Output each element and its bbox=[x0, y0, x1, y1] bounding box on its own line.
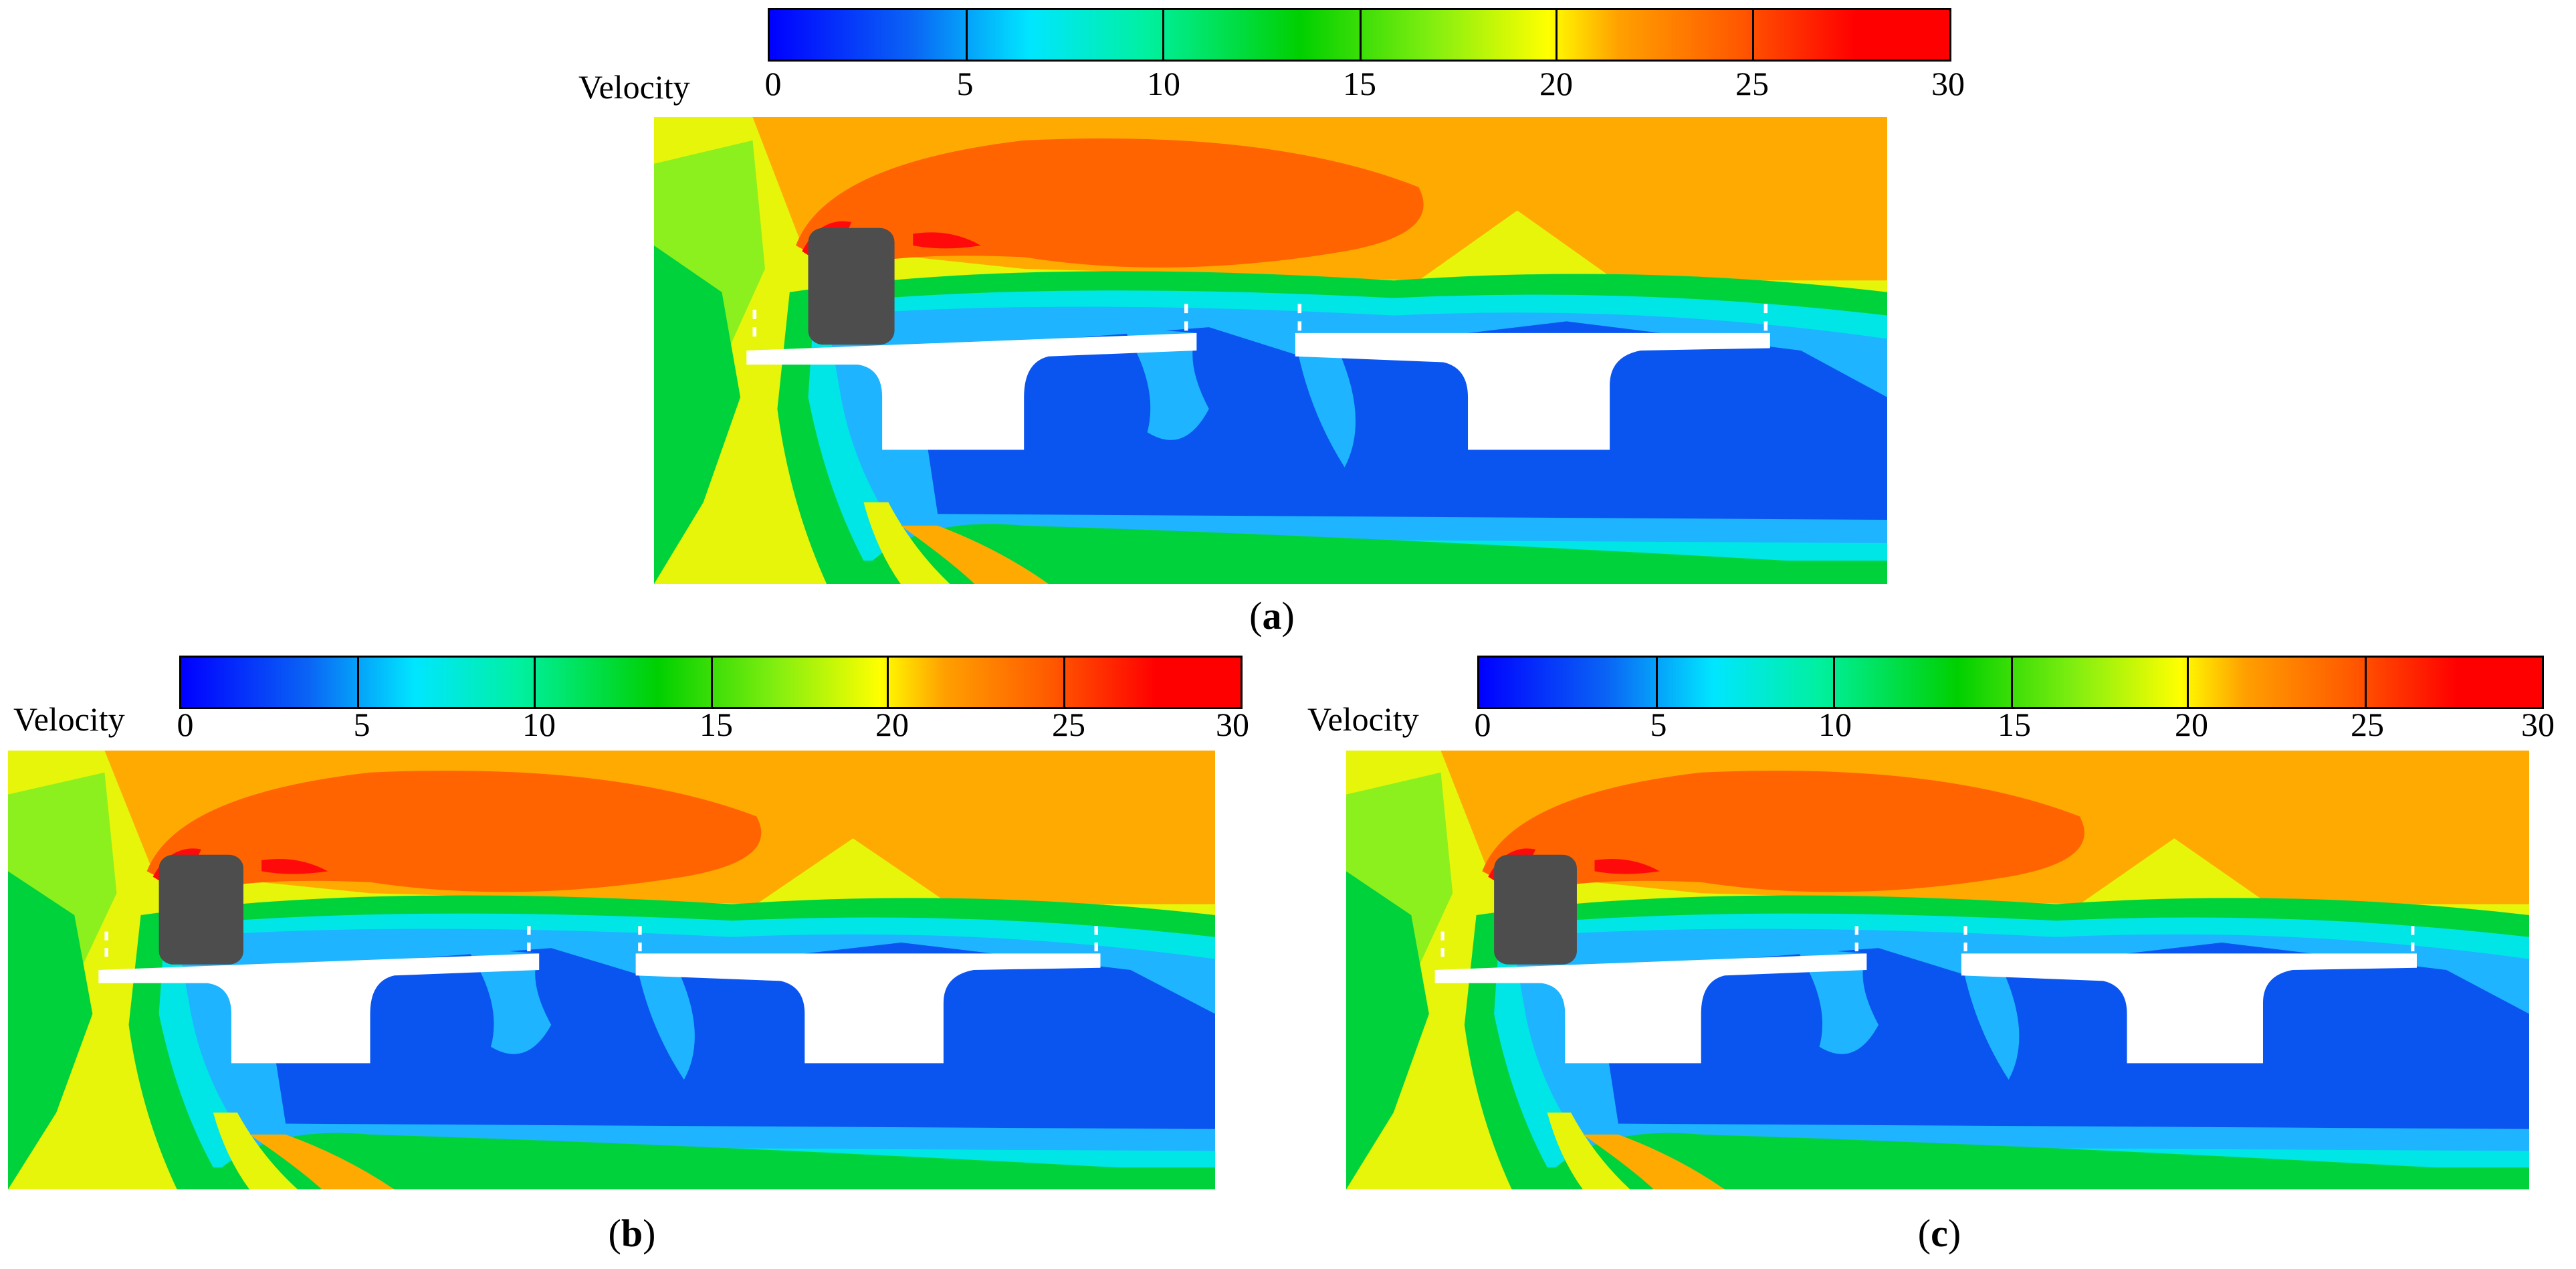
tick-label: 15 bbox=[700, 706, 733, 743]
colorbar-label: Velocity bbox=[578, 68, 690, 106]
tick-label: 30 bbox=[1931, 65, 1965, 102]
colorbar-label: Velocity bbox=[13, 700, 125, 738]
tick-label: 10 bbox=[1818, 706, 1852, 743]
panel-caption: (a) bbox=[1249, 594, 1295, 638]
panel-caption: (b) bbox=[608, 1211, 656, 1255]
tick-label: 0 bbox=[177, 706, 194, 743]
tick-label: 25 bbox=[2351, 706, 2384, 743]
tick-label: 20 bbox=[875, 706, 909, 743]
tick-label: 5 bbox=[956, 65, 974, 102]
tick-label: 30 bbox=[2521, 706, 2555, 743]
velocity-contour-plot bbox=[654, 117, 1887, 584]
tick-label: 20 bbox=[2175, 706, 2208, 743]
tick-label: 25 bbox=[1052, 706, 1085, 743]
tick-label: 0 bbox=[1474, 706, 1491, 743]
tick-label: 10 bbox=[1147, 65, 1180, 102]
colorbar bbox=[1477, 656, 2544, 709]
tick-label: 5 bbox=[1650, 706, 1667, 743]
tick-label: 5 bbox=[353, 706, 370, 743]
tick-label: 15 bbox=[1343, 65, 1376, 102]
tick-label: 30 bbox=[1216, 706, 1249, 743]
tick-label: 15 bbox=[1998, 706, 2031, 743]
tick-label: 20 bbox=[1539, 65, 1573, 102]
tick-label: 10 bbox=[522, 706, 556, 743]
colorbar-label: Velocity bbox=[1307, 700, 1419, 738]
colorbar bbox=[179, 656, 1243, 709]
tick-label: 25 bbox=[1735, 65, 1769, 102]
panel-caption: (c) bbox=[1917, 1211, 1961, 1255]
velocity-contour-plot bbox=[8, 751, 1215, 1189]
colorbar bbox=[768, 8, 1951, 62]
tick-label: 0 bbox=[764, 65, 782, 102]
velocity-contour-plot bbox=[1346, 751, 2529, 1189]
